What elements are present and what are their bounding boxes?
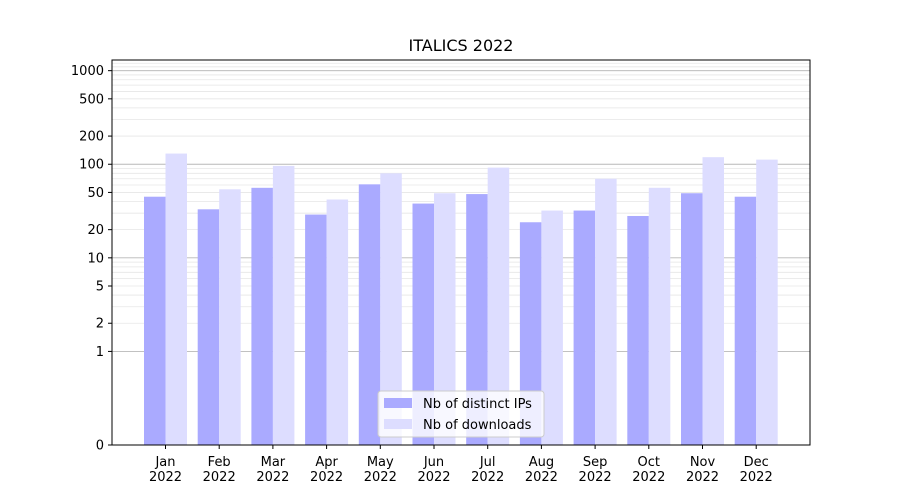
x-tick-label-month: Apr — [315, 455, 338, 470]
x-tick-label-year: 2022 — [310, 470, 343, 485]
bar — [305, 214, 327, 445]
x-tick-label-year: 2022 — [686, 470, 719, 485]
bar — [197, 209, 220, 445]
bar — [165, 153, 187, 446]
legend-label: Nb of distinct IPs — [423, 397, 532, 412]
bar — [144, 196, 166, 445]
x-tick-label-month: Aug — [529, 455, 554, 470]
bar — [519, 222, 542, 445]
x-tick-label-month: Feb — [208, 455, 231, 470]
bar — [434, 193, 456, 445]
y-tick-label: 10 — [87, 251, 104, 266]
bar — [702, 157, 724, 445]
x-tick-label-month: Mar — [261, 455, 286, 470]
x-tick-label: Oct 2022 — [632, 455, 665, 485]
bar — [756, 159, 778, 445]
x-tick-label-year: 2022 — [203, 470, 236, 485]
bar — [272, 165, 295, 445]
legend-swatch — [384, 419, 412, 429]
bar — [412, 203, 434, 445]
x-tick-label-month: Oct — [638, 455, 660, 470]
bar — [380, 173, 402, 445]
legend-label: Nb of downloads — [423, 418, 532, 433]
x-tick-label: Jun 2022 — [417, 455, 450, 485]
x-tick-label: Sep 2022 — [579, 455, 612, 485]
legend-box — [377, 390, 545, 438]
legend: Nb of distinct IPs Nb of downloads — [377, 390, 545, 438]
x-tick-label: Apr 2022 — [310, 455, 343, 485]
bar — [681, 193, 703, 445]
legend-swatch — [384, 398, 412, 408]
chart-title: ITALICS 2022 — [409, 36, 514, 55]
x-tick-label-month: Sep — [583, 455, 608, 470]
x-tick-label-year: 2022 — [149, 470, 182, 485]
bar — [466, 194, 488, 445]
y-tick-label: 1 — [96, 345, 104, 360]
y-axis-ticks: 0 1 2 5 10 20 50 100 200 500 1000 — [71, 64, 112, 454]
y-tick-label: 50 — [87, 186, 104, 201]
bar — [358, 184, 381, 445]
x-tick-label: Dec 2022 — [740, 455, 773, 485]
x-tick-label: Aug 2022 — [525, 455, 558, 485]
bar — [573, 210, 596, 445]
x-tick-label-month: May — [367, 455, 394, 470]
y-tick-label: 5 — [96, 280, 104, 295]
y-tick-label: 200 — [79, 130, 104, 145]
x-tick-label-year: 2022 — [525, 470, 558, 485]
x-tick-label-month: Dec — [744, 455, 769, 470]
x-tick-label-year: 2022 — [579, 470, 612, 485]
y-tick-label: 20 — [87, 223, 104, 238]
y-tick-label: 0 — [96, 439, 104, 454]
bar — [487, 167, 510, 445]
bar — [219, 189, 241, 445]
x-tick-label: Jan 2022 — [149, 455, 182, 485]
x-tick-label-month: Jul — [479, 455, 496, 470]
bar — [648, 187, 671, 445]
y-tick-label: 500 — [79, 92, 104, 107]
x-tick-label-year: 2022 — [417, 470, 450, 485]
x-tick-label-year: 2022 — [364, 470, 397, 485]
bar — [595, 178, 617, 446]
bars — [144, 153, 778, 446]
bar — [541, 210, 563, 445]
y-tick-label: 2 — [96, 317, 104, 332]
y-tick-label: 100 — [79, 158, 104, 173]
bar — [326, 199, 349, 445]
x-tick-label: Feb 2022 — [203, 455, 236, 485]
bar — [627, 215, 649, 445]
x-tick-label: Mar 2022 — [256, 455, 289, 485]
x-tick-label-month: Nov — [690, 455, 716, 470]
x-tick-label-year: 2022 — [632, 470, 665, 485]
bar — [251, 187, 273, 445]
x-tick-label-month: Jun — [423, 455, 444, 470]
x-tick-label-month: Jan — [154, 455, 175, 470]
x-tick-label: May 2022 — [364, 455, 397, 485]
y-tick-label: 1000 — [71, 64, 104, 79]
x-tick-label: Nov 2022 — [686, 455, 719, 485]
bar — [734, 196, 757, 445]
plot-frame — [111, 59, 811, 446]
x-tick-label-year: 2022 — [256, 470, 289, 485]
x-tick-label-year: 2022 — [740, 470, 773, 485]
x-tick-label-year: 2022 — [471, 470, 504, 485]
axes — [111, 59, 811, 446]
x-tick-label: Jul 2022 — [471, 455, 504, 485]
